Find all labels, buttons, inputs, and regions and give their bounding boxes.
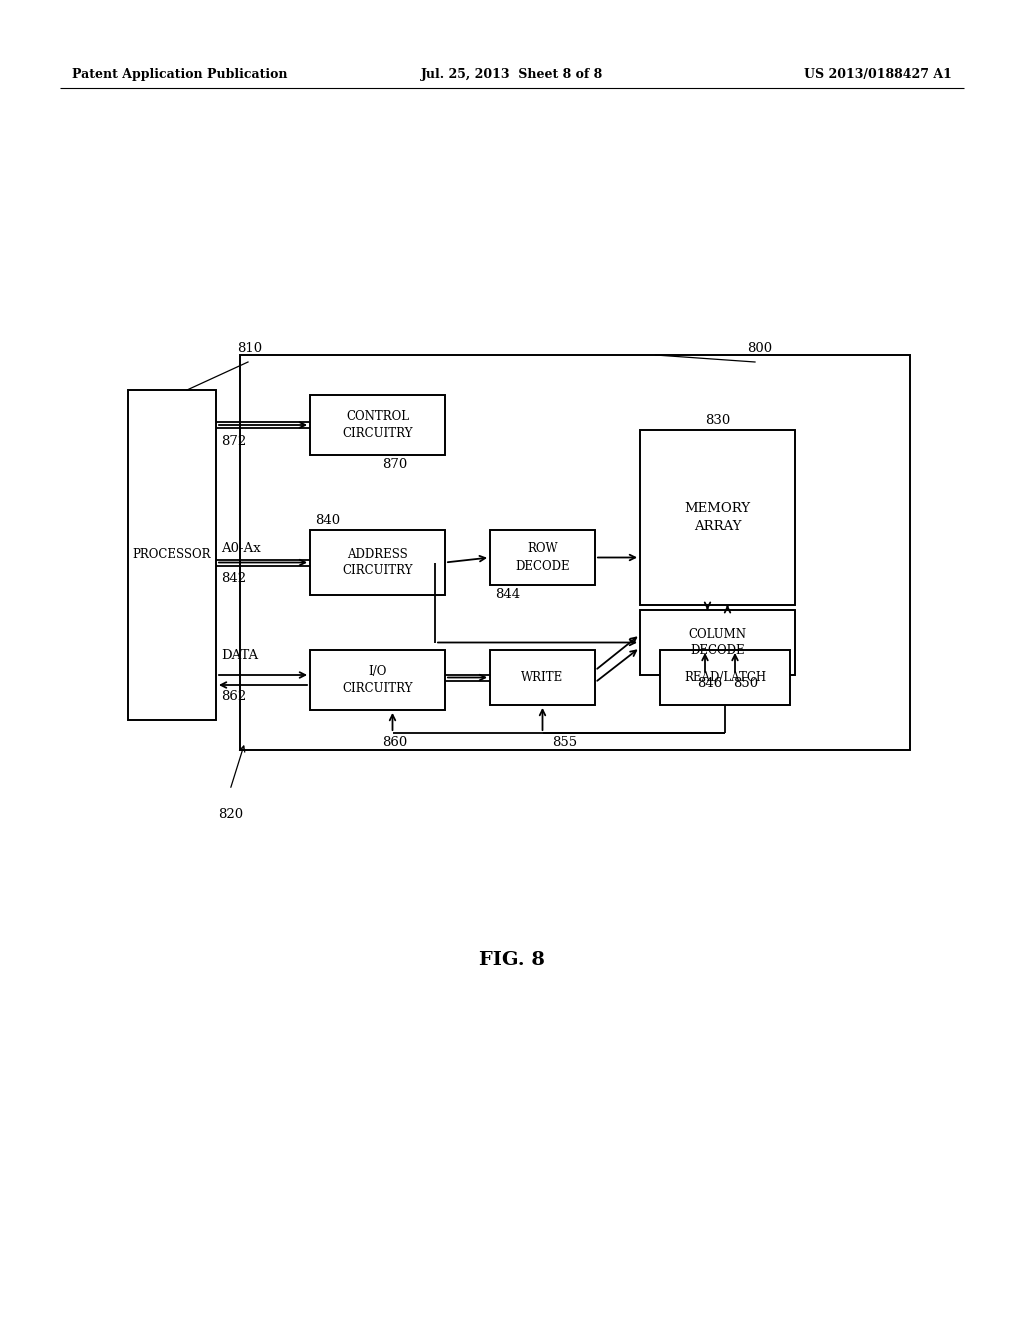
Bar — [660, 649, 790, 705]
Text: ADDRESS
CIRCUITRY: ADDRESS CIRCUITRY — [342, 548, 413, 578]
Text: DATA: DATA — [221, 649, 258, 663]
Text: READ/LATCH: READ/LATCH — [684, 671, 766, 684]
Text: I/O
CIRCUITRY: I/O CIRCUITRY — [342, 665, 413, 696]
Bar — [310, 649, 445, 710]
Text: 800: 800 — [748, 342, 772, 355]
Bar — [490, 531, 595, 585]
Bar — [240, 355, 910, 750]
Text: 810: 810 — [238, 342, 262, 355]
Text: Patent Application Publication: Patent Application Publication — [72, 69, 288, 81]
Text: PROCESSOR: PROCESSOR — [133, 549, 211, 561]
Text: 860: 860 — [383, 737, 408, 748]
Text: Jul. 25, 2013  Sheet 8 of 8: Jul. 25, 2013 Sheet 8 of 8 — [421, 69, 603, 81]
Text: ROW
DECODE: ROW DECODE — [515, 543, 569, 573]
Text: 870: 870 — [383, 458, 408, 471]
Text: 855: 855 — [553, 737, 578, 748]
Text: 862: 862 — [221, 690, 246, 704]
Text: 846: 846 — [697, 677, 722, 690]
Text: 850: 850 — [733, 677, 758, 690]
Bar — [640, 610, 795, 675]
Text: 844: 844 — [495, 587, 520, 601]
Bar — [310, 531, 445, 595]
Text: A0-Ax: A0-Ax — [221, 543, 261, 556]
Text: 820: 820 — [218, 808, 243, 821]
Text: US 2013/0188427 A1: US 2013/0188427 A1 — [804, 69, 952, 81]
Bar — [128, 389, 216, 719]
Bar — [310, 395, 445, 455]
Text: MEMORY
ARRAY: MEMORY ARRAY — [684, 503, 751, 532]
Text: COLUMN
DECODE: COLUMN DECODE — [688, 627, 746, 657]
Text: 842: 842 — [221, 573, 246, 586]
Text: FIG. 8: FIG. 8 — [479, 950, 545, 969]
Text: 872: 872 — [221, 436, 246, 447]
Bar — [490, 649, 595, 705]
Text: 840: 840 — [315, 513, 340, 527]
Text: 830: 830 — [705, 414, 730, 426]
Bar — [640, 430, 795, 605]
Text: WRITE: WRITE — [521, 671, 563, 684]
Text: CONTROL
CIRCUITRY: CONTROL CIRCUITRY — [342, 411, 413, 440]
